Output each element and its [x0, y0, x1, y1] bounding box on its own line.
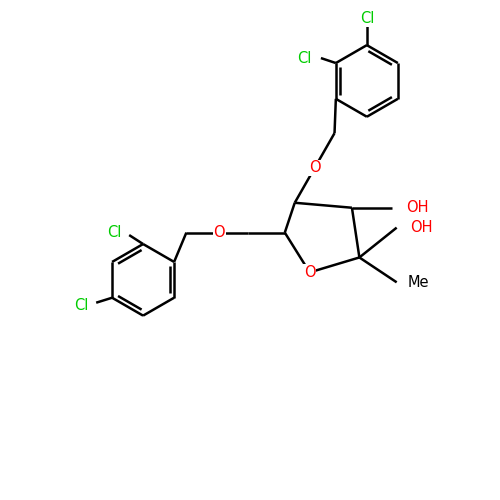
Text: Cl: Cl	[298, 50, 312, 66]
Text: Cl: Cl	[108, 225, 122, 240]
Text: OH: OH	[406, 200, 428, 215]
Text: O: O	[304, 265, 316, 280]
Text: O: O	[214, 225, 225, 240]
Text: O: O	[309, 160, 320, 176]
Text: Cl: Cl	[360, 12, 374, 26]
Text: Me: Me	[408, 275, 429, 290]
Text: OH: OH	[410, 220, 433, 235]
Text: Cl: Cl	[74, 298, 88, 312]
